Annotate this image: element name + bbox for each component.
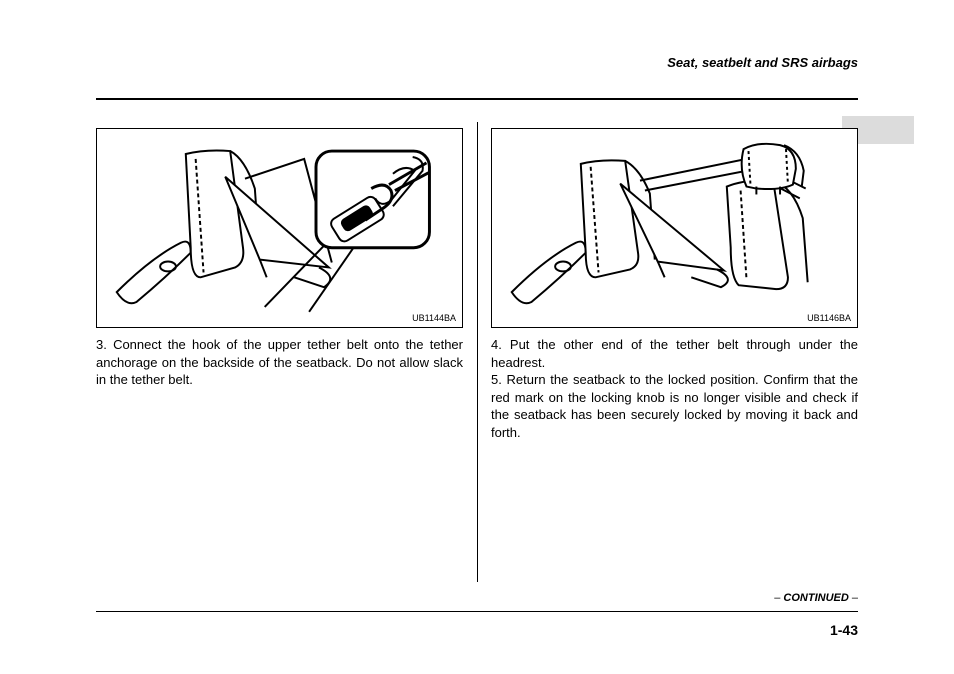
tether-hook-illustration xyxy=(97,129,462,327)
header-rule xyxy=(96,98,858,100)
figure-id-left: UB1144BA xyxy=(412,313,456,323)
continued-label: CONTINUED xyxy=(783,592,848,604)
continued-marker: – CONTINUED – xyxy=(774,592,858,604)
step-5-text: 5. Return the seatback to the locked pos… xyxy=(491,371,858,441)
page-number: 1-43 xyxy=(830,622,858,638)
content-columns: UB1144BA 3. Connect the hook of the uppe… xyxy=(96,128,858,441)
right-column: UB1146BA 4. Put the other end of the tet… xyxy=(477,128,858,441)
dash: – xyxy=(849,592,858,604)
section-header: Seat, seatbelt and SRS airbags xyxy=(96,55,858,70)
figure-left: UB1144BA xyxy=(96,128,463,328)
left-column: UB1144BA 3. Connect the hook of the uppe… xyxy=(96,128,477,441)
figure-right: UB1146BA xyxy=(491,128,858,328)
footer-rule xyxy=(96,611,858,612)
step-3-text: 3. Connect the hook of the upper tether … xyxy=(96,336,463,389)
figure-id-right: UB1146BA xyxy=(807,313,851,323)
manual-page: Seat, seatbelt and SRS airbags xyxy=(0,0,954,674)
step-4-text: 4. Put the other end of the tether belt … xyxy=(491,336,858,371)
tether-headrest-illustration xyxy=(492,129,857,327)
